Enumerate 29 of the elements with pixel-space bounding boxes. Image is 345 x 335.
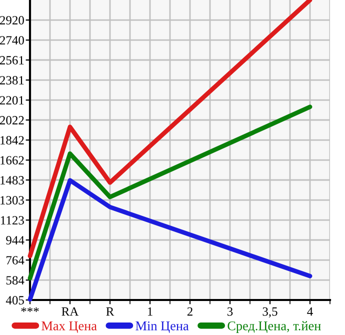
y-tick-label: 2740 <box>0 36 24 45</box>
x-tick-label: R <box>106 307 114 316</box>
y-tick-label: 1842 <box>0 136 24 144</box>
x-tick-label: 3,5 <box>262 307 278 318</box>
y-tick-label: 2381 <box>0 76 24 84</box>
legend-label: Min Цена <box>136 321 189 333</box>
x-tick-label: 1 <box>148 307 152 316</box>
x-tick-label: RA <box>62 307 79 316</box>
y-tick-label: 2201 <box>0 96 24 105</box>
y-tick-label: 944 <box>6 236 24 244</box>
y-tick-label: 2920 <box>0 16 24 24</box>
line-series <box>28 0 312 258</box>
y-tick-label: 2022 <box>0 116 24 124</box>
y-tick-label: 584 <box>6 276 24 285</box>
x-tick-label: *** <box>21 307 39 312</box>
legend-label: Max Цена <box>42 322 97 333</box>
line-series <box>28 104 312 281</box>
x-tick-label: 2 <box>187 307 192 316</box>
legend-label: Сред.Цена, т.йен <box>228 321 321 333</box>
y-tick-label: 405 <box>6 296 24 304</box>
y-tick-label: 1662 <box>0 156 24 165</box>
line-series <box>28 178 312 302</box>
y-tick-label: 1123 <box>1 216 24 225</box>
y-tick-label: 2561 <box>0 56 24 64</box>
y-tick-label: 1483 <box>0 176 24 184</box>
x-tick-label: 3 <box>227 307 233 316</box>
y-tick-label: 1303 <box>0 196 24 204</box>
x-tick-label: 4 <box>307 307 313 316</box>
y-tick-label: 764 <box>6 256 24 264</box>
